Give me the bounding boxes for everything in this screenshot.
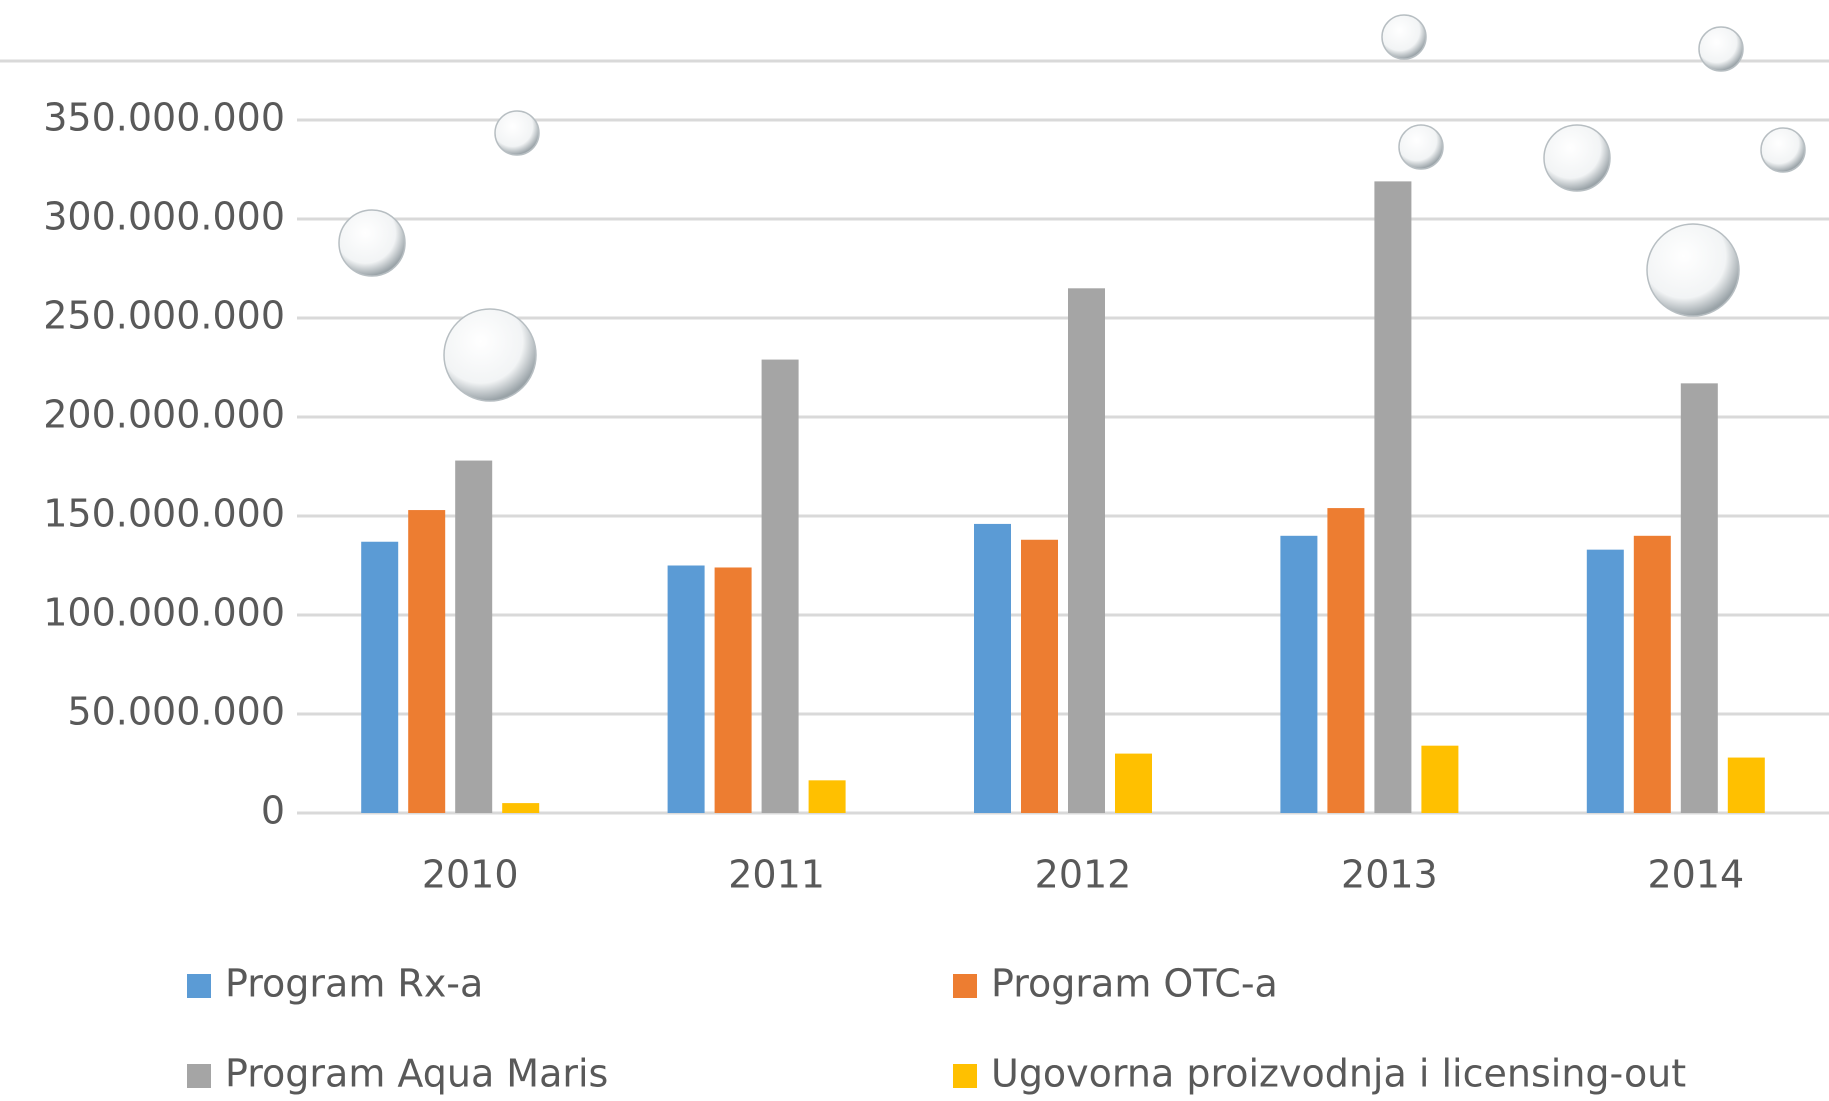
y-tick-label: 50.000.000: [67, 690, 285, 734]
bar: [1634, 536, 1671, 813]
y-tick-label: 300.000.000: [43, 195, 285, 239]
bar: [668, 566, 705, 814]
y-tick-label: 350.000.000: [43, 96, 285, 140]
legend-swatch: [953, 974, 977, 998]
x-tick-label: 2011: [728, 853, 825, 897]
legend-swatch: [953, 1064, 977, 1088]
bar: [1280, 536, 1317, 813]
bar: [455, 461, 492, 813]
bar: [1374, 181, 1411, 813]
y-tick-label: 200.000.000: [43, 393, 285, 437]
x-tick-label: 2010: [422, 853, 519, 897]
bar: [974, 524, 1011, 813]
bar: [1021, 540, 1058, 813]
bar: [1728, 758, 1765, 813]
y-tick-label: 0: [261, 789, 285, 833]
legend-label: Program Aqua Maris: [225, 1052, 608, 1096]
y-tick-label: 100.000.000: [43, 591, 285, 635]
bar: [408, 510, 445, 813]
bar: [1421, 746, 1458, 813]
bar: [361, 542, 398, 813]
x-tick-label: 2012: [1035, 853, 1132, 897]
bar: [1068, 288, 1105, 813]
bar: [1587, 550, 1624, 813]
x-tick-label: 2014: [1647, 853, 1744, 897]
bar: [715, 567, 752, 813]
legend-swatch: [187, 974, 211, 998]
bar: [502, 803, 539, 813]
chart: 0 50.000.000 100.000.000 150.000.000 200.000…: [0, 0, 1829, 1101]
x-tick-label: 2013: [1341, 853, 1438, 897]
bar: [1115, 754, 1152, 813]
bar: [809, 780, 846, 813]
legend-label: Program Rx-a: [225, 962, 483, 1006]
y-tick-label: 250.000.000: [43, 294, 285, 338]
bar: [1681, 383, 1718, 813]
legend-label: Ugovorna proizvodnja i licensing-out: [991, 1052, 1686, 1096]
y-tick-label: 150.000.000: [43, 492, 285, 536]
bar: [1327, 508, 1364, 813]
bar: [762, 360, 799, 813]
legend-label: Program OTC-a: [991, 962, 1278, 1006]
legend-swatch: [187, 1064, 211, 1088]
